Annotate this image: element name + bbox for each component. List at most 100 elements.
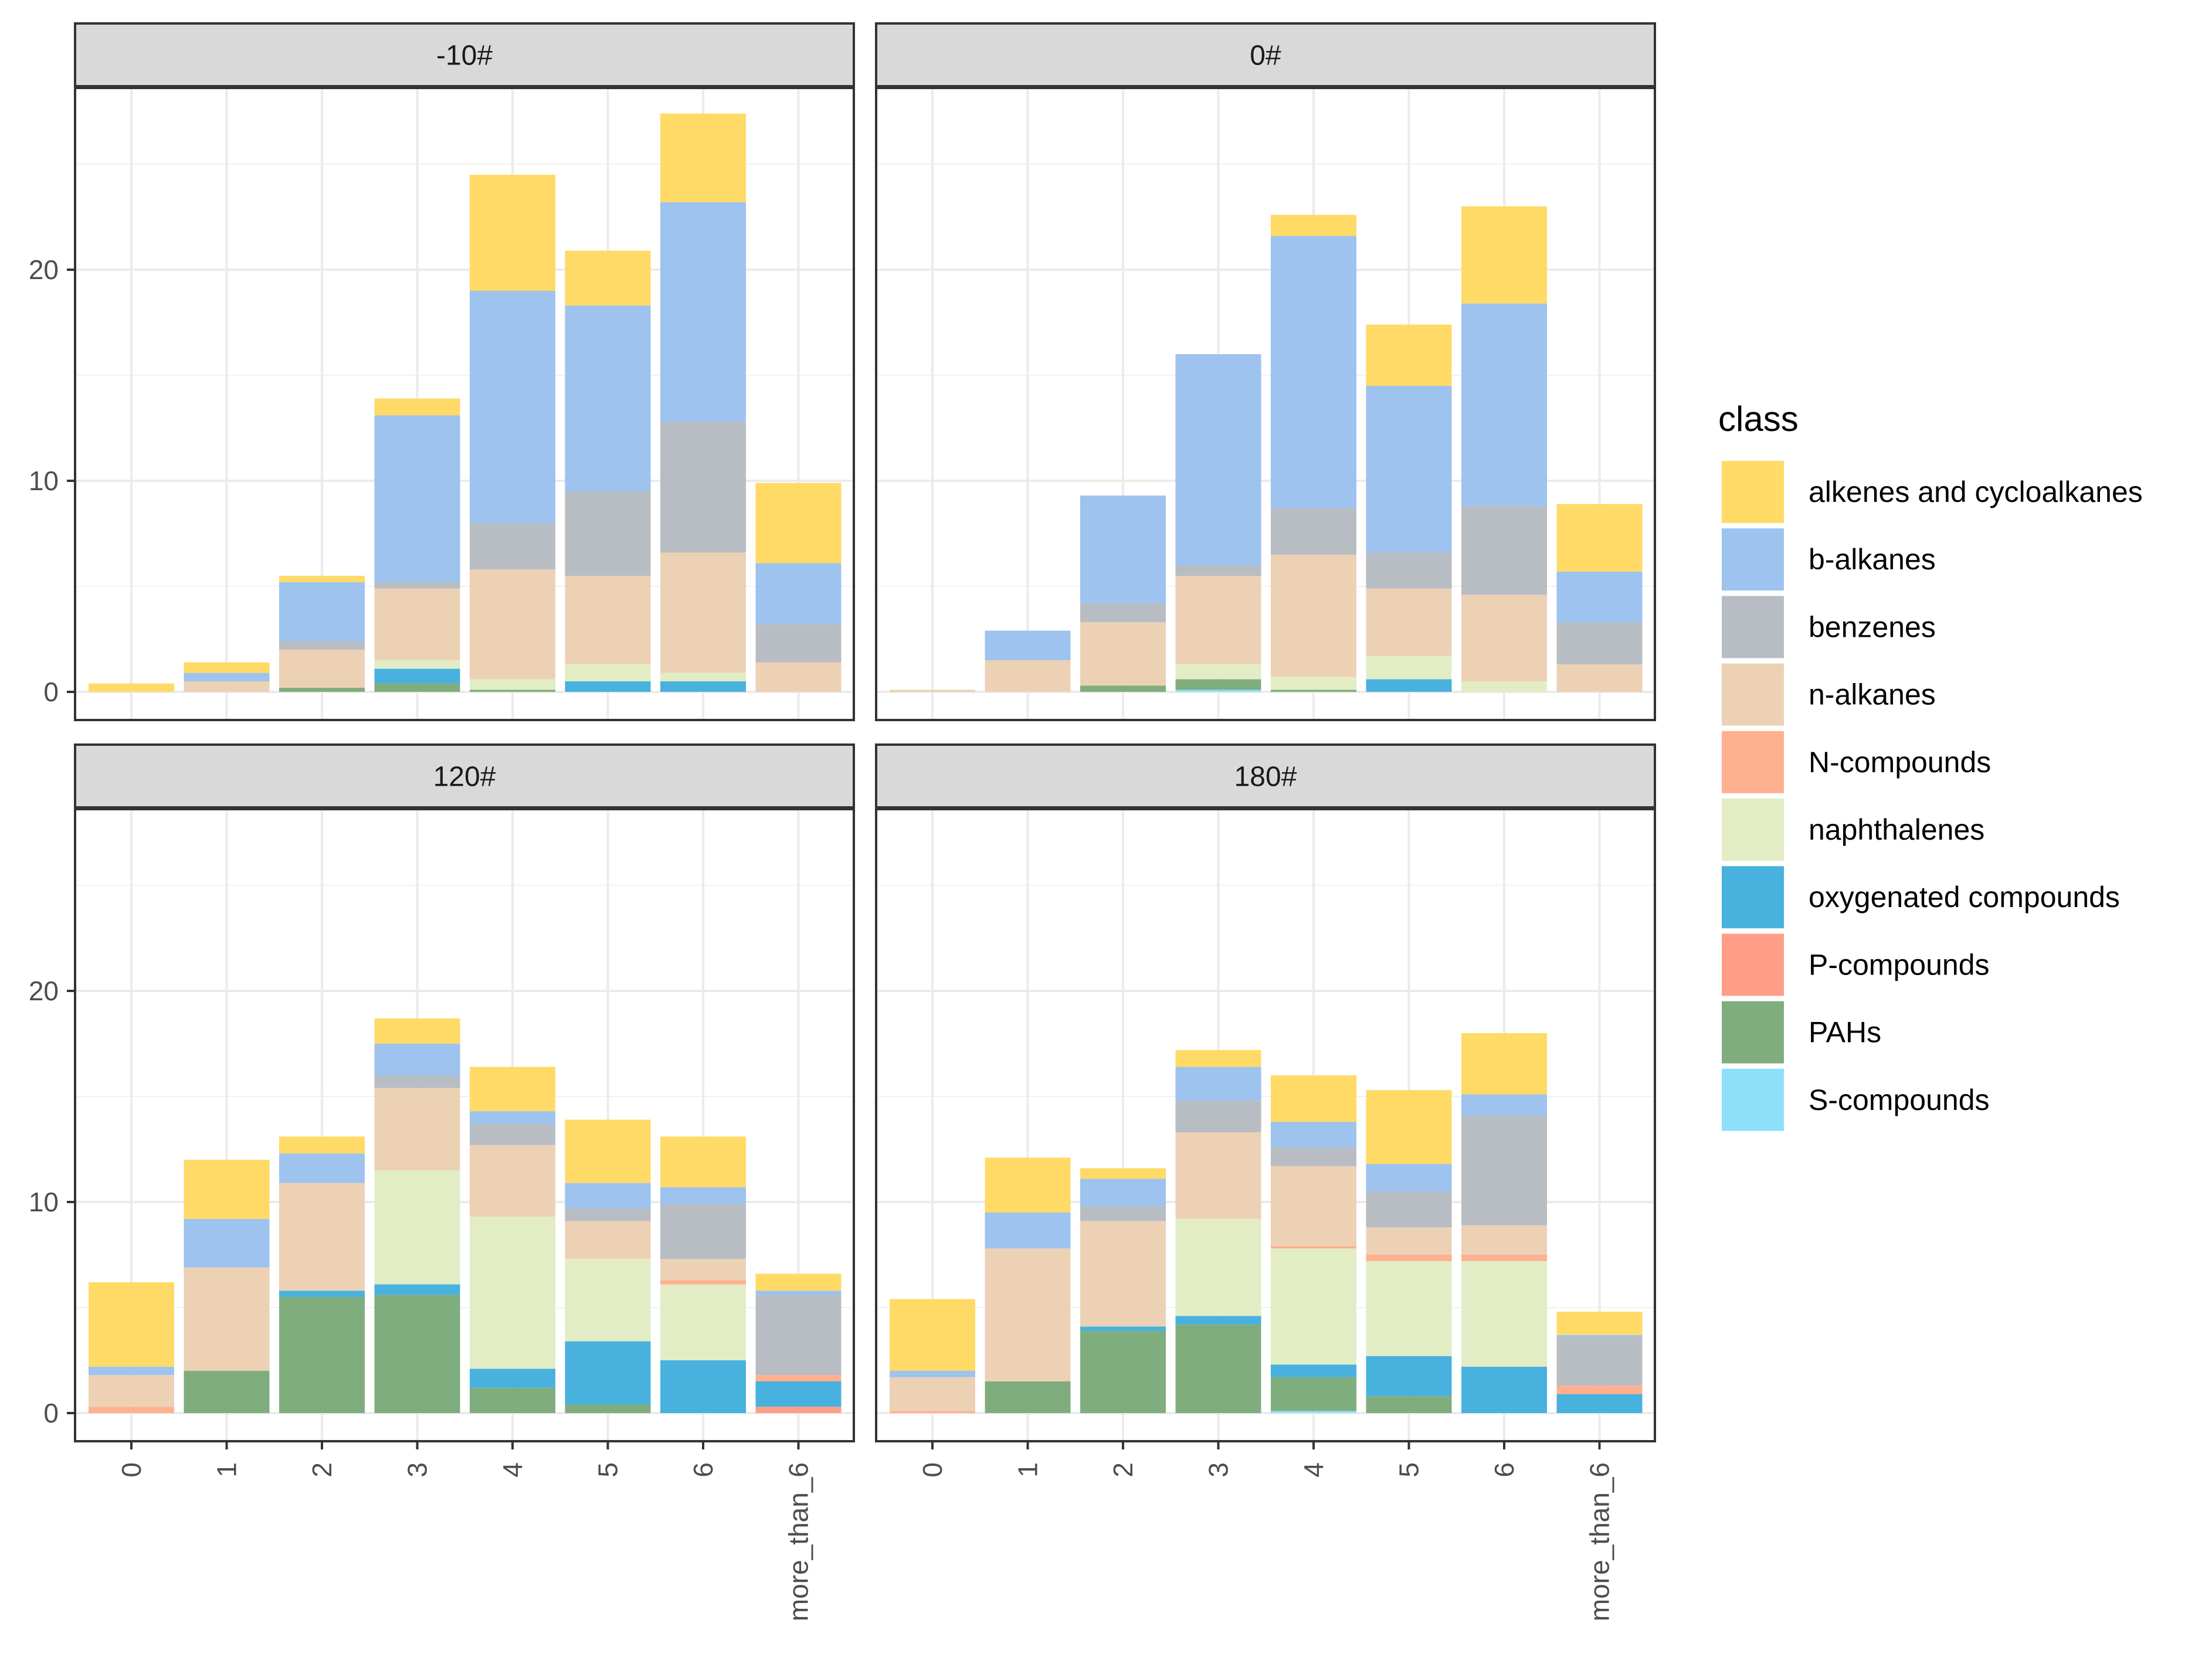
legend-title: class bbox=[1718, 399, 1799, 439]
bar-segment bbox=[660, 1204, 746, 1259]
bar-segment bbox=[660, 1284, 746, 1360]
bar-segment bbox=[565, 664, 651, 681]
legend-key bbox=[1722, 799, 1784, 861]
facet-strip bbox=[875, 743, 1656, 809]
bar-segment bbox=[470, 679, 555, 690]
bar-segment bbox=[565, 1259, 651, 1342]
bar-segment bbox=[1556, 504, 1643, 572]
bar-segment bbox=[1175, 565, 1261, 576]
panel-border bbox=[74, 808, 855, 1442]
bar-segment bbox=[1556, 1312, 1643, 1335]
bar-segment bbox=[565, 681, 651, 692]
bar-segment bbox=[1271, 1248, 1356, 1365]
bar-segment bbox=[374, 1044, 460, 1075]
bar-segment bbox=[279, 1153, 365, 1183]
bar-segment bbox=[1271, 1166, 1356, 1247]
legend-label: naphthalenes bbox=[1809, 813, 1984, 846]
legend-item: naphthalenes bbox=[1722, 799, 1984, 861]
legend-item: b-alkanes bbox=[1722, 528, 1936, 591]
facet-strip bbox=[74, 743, 855, 809]
bar-segment bbox=[279, 1183, 365, 1291]
bar-segment bbox=[1366, 588, 1452, 656]
bar-segment bbox=[470, 1145, 555, 1217]
y-tick-label: 10 bbox=[29, 1187, 59, 1217]
bar-segment bbox=[184, 1371, 270, 1413]
legend-key bbox=[1722, 596, 1784, 658]
bar-segment bbox=[279, 1136, 365, 1154]
x-tick-label: more_than_6 bbox=[1585, 1462, 1615, 1621]
bar-segment bbox=[1366, 1396, 1452, 1413]
bar-segment bbox=[279, 582, 365, 641]
bar-segment bbox=[1461, 303, 1547, 507]
bar-segment bbox=[1271, 1147, 1356, 1166]
bar-segment bbox=[660, 1187, 746, 1204]
bar-segment bbox=[1271, 1411, 1356, 1413]
bar-segment bbox=[184, 1267, 270, 1371]
legend-label: benzenes bbox=[1809, 610, 1936, 643]
bar-segment bbox=[985, 1213, 1071, 1249]
legend-label: b-alkanes bbox=[1809, 543, 1936, 576]
bar-segment bbox=[565, 1341, 651, 1405]
bar-segment bbox=[890, 1371, 975, 1377]
bar-segment bbox=[565, 576, 651, 665]
bar-segment bbox=[470, 690, 555, 692]
bar-segment bbox=[755, 1381, 842, 1407]
bar-segment bbox=[1461, 1261, 1547, 1367]
x-tick-label: 3 bbox=[1203, 1462, 1234, 1478]
bar-segment bbox=[565, 491, 651, 576]
legend-key bbox=[1722, 1068, 1784, 1131]
bar-segment bbox=[565, 250, 651, 306]
bar-segment bbox=[660, 552, 746, 673]
facet-strip bbox=[875, 22, 1656, 87]
legend-label: oxygenated compounds bbox=[1809, 881, 2120, 914]
bar-segment bbox=[470, 523, 555, 570]
x-tick-label: 2 bbox=[1108, 1462, 1138, 1478]
bar-segment bbox=[374, 683, 460, 692]
bar-segment bbox=[890, 1411, 975, 1413]
bar-segment bbox=[1271, 1075, 1356, 1122]
x-tick-label: 4 bbox=[497, 1462, 528, 1478]
bar-segment bbox=[470, 569, 555, 680]
bar-segment bbox=[1366, 552, 1452, 589]
bar-segment bbox=[1556, 622, 1643, 665]
bar-segment bbox=[985, 630, 1071, 660]
bar-segment bbox=[1366, 1356, 1452, 1397]
bar-segment bbox=[1271, 677, 1356, 690]
bar-segment bbox=[1461, 206, 1547, 304]
legend-label: S-compounds bbox=[1809, 1084, 1990, 1116]
bar-segment bbox=[184, 1160, 270, 1219]
y-tick-label: 0 bbox=[43, 677, 59, 707]
facet-panel: 180# 0 1 2 3 4 5 6 more_than_6 bbox=[875, 743, 1656, 1621]
bar-segment bbox=[1461, 1366, 1547, 1413]
bar-segment bbox=[374, 582, 460, 589]
bar-segment bbox=[660, 202, 746, 422]
facet-panel: 0# bbox=[875, 22, 1656, 721]
bar-segment bbox=[1556, 1335, 1643, 1337]
bar-segment bbox=[755, 662, 842, 692]
bar-segment bbox=[1175, 576, 1261, 665]
bar-segment bbox=[755, 624, 842, 663]
bar-segment bbox=[1461, 1225, 1547, 1255]
bar-segment bbox=[1366, 1227, 1452, 1255]
bar-segment bbox=[1080, 603, 1166, 623]
legend-item: oxygenated compounds bbox=[1722, 866, 2120, 929]
bar-segment bbox=[1271, 215, 1356, 236]
bar-segment bbox=[374, 1018, 460, 1044]
bar-segment bbox=[890, 1377, 975, 1411]
bar-segment bbox=[1556, 1386, 1643, 1394]
bar-segment bbox=[1080, 495, 1166, 603]
bar-segment bbox=[1556, 664, 1643, 692]
bar-segment bbox=[755, 1295, 842, 1376]
bar-segment bbox=[1366, 1090, 1452, 1164]
bar-segment bbox=[755, 1291, 842, 1295]
facet-strip bbox=[74, 22, 855, 87]
bar-segment bbox=[890, 690, 975, 692]
bar-segment bbox=[279, 576, 365, 582]
bar-segment bbox=[1366, 386, 1452, 553]
bar-segment bbox=[565, 1119, 651, 1183]
bar-segment bbox=[565, 1404, 651, 1413]
bar-segment bbox=[1461, 1094, 1547, 1116]
bar-segment bbox=[755, 1407, 842, 1413]
bar-segment bbox=[1271, 1246, 1356, 1249]
